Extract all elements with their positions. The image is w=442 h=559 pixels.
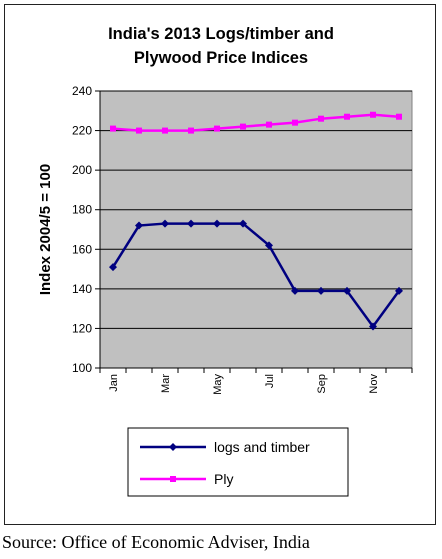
data-point [265, 241, 273, 250]
x-tick-label: Jan [108, 374, 120, 392]
chart-title-line-2: Plywood Price Indices [133, 49, 309, 67]
y-axis-label: Index 2004/5 = 100 [37, 164, 54, 295]
source-note: Source: Office of Economic Adviser, Indi… [2, 532, 310, 552]
data-point [292, 119, 298, 126]
x-tick-label: Sep [316, 374, 328, 394]
y-tick-label: 180 [72, 203, 92, 217]
data-point [266, 121, 272, 128]
data-point [344, 113, 350, 120]
y-tick-label: 100 [72, 361, 92, 375]
legend [127, 427, 349, 497]
chart-title-line-1: India's 2013 Logs/timber and [108, 25, 334, 43]
legend-label: Ply [214, 471, 233, 487]
x-tick-label: May [212, 374, 224, 395]
data-point [187, 219, 195, 228]
y-tick-label: 240 [72, 84, 92, 98]
data-point [343, 286, 351, 295]
series-line-2 [112, 113, 400, 132]
series-line-1 [111, 222, 401, 329]
data-point [239, 219, 247, 228]
x-tick-label: Mar [160, 374, 172, 393]
data-point [396, 113, 402, 120]
legend-marker [170, 476, 176, 482]
y-tick-label: 220 [72, 124, 92, 138]
data-point [213, 219, 221, 228]
data-point [162, 127, 168, 134]
y-tick-label: 200 [72, 163, 92, 177]
data-point [110, 125, 116, 132]
y-tick-label: 120 [72, 321, 92, 335]
data-point [395, 286, 403, 295]
legend-marker [169, 443, 177, 451]
data-point [240, 123, 246, 130]
chart-title: India's 2013 Logs/timber and Plywood Pri… [0, 22, 442, 70]
data-point [291, 286, 299, 295]
y-tick-label: 140 [72, 282, 92, 296]
legend-label: logs and timber [214, 439, 310, 455]
x-tick-label: Nov [368, 374, 380, 394]
y-tick-label: 160 [72, 242, 92, 256]
x-tick-label: Jul [264, 374, 276, 388]
line-chart: 100 120 140 160 180 200 220 240 Jan Mar May Jul Sep N… [37, 84, 413, 497]
data-point [135, 221, 143, 230]
data-point [214, 125, 220, 132]
data-point [369, 322, 377, 331]
data-point [370, 111, 376, 118]
data-point [317, 286, 325, 295]
plot-area [99, 90, 413, 369]
data-point [188, 127, 194, 134]
data-point [109, 263, 117, 272]
data-point [136, 127, 142, 134]
data-point [318, 115, 324, 122]
data-point [161, 219, 169, 228]
